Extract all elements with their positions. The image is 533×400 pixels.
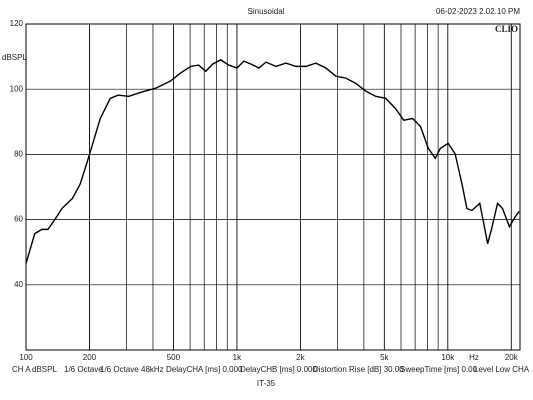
x-tick-label: 10k	[441, 353, 455, 362]
data-line	[25, 59, 520, 264]
x-axis-label: Hz	[469, 353, 479, 362]
footer-item: DelayCHB [ms] 0.000	[240, 365, 317, 374]
footer-item: Level Low CHA	[474, 365, 530, 374]
footer-item: DelayCHA [ms] 0.000	[166, 365, 243, 374]
x-tick-label: 20k	[505, 353, 519, 362]
x-tick-label: 5k	[380, 353, 389, 362]
footer-item: 1/6 Octave	[100, 365, 139, 374]
caption: IT-35	[257, 379, 276, 388]
timestamp: 06-02-2023 2.02.10 PM	[436, 7, 520, 16]
y-axis-label: dBSPL	[2, 53, 27, 62]
y-tick-label: 80	[14, 150, 23, 159]
y-tick-label: 120	[10, 19, 24, 28]
y-tick-label: 60	[14, 215, 23, 224]
x-tick-label: 500	[167, 353, 181, 362]
y-tick-label: 40	[14, 280, 23, 289]
footer-item: 1/6 Octave	[64, 365, 103, 374]
x-tick-label: 2k	[296, 353, 305, 362]
plot-frame	[25, 23, 521, 351]
footer-item: Distortion Rise [dB] 30.00	[313, 365, 404, 374]
footer-item: dBSPL	[32, 365, 57, 374]
logo: CLIO	[495, 24, 518, 34]
x-tick-label: 1k	[233, 353, 242, 362]
footer-item: SweepTime [ms] 0.00	[400, 365, 478, 374]
x-tick-label: 100	[19, 353, 33, 362]
x-tick-label: 200	[83, 353, 97, 362]
chart-title: Sinusoidal	[248, 7, 285, 16]
footer-item: 48kHz	[141, 365, 164, 374]
footer-item: CH A	[12, 365, 31, 374]
y-tick-label: 100	[10, 84, 24, 93]
